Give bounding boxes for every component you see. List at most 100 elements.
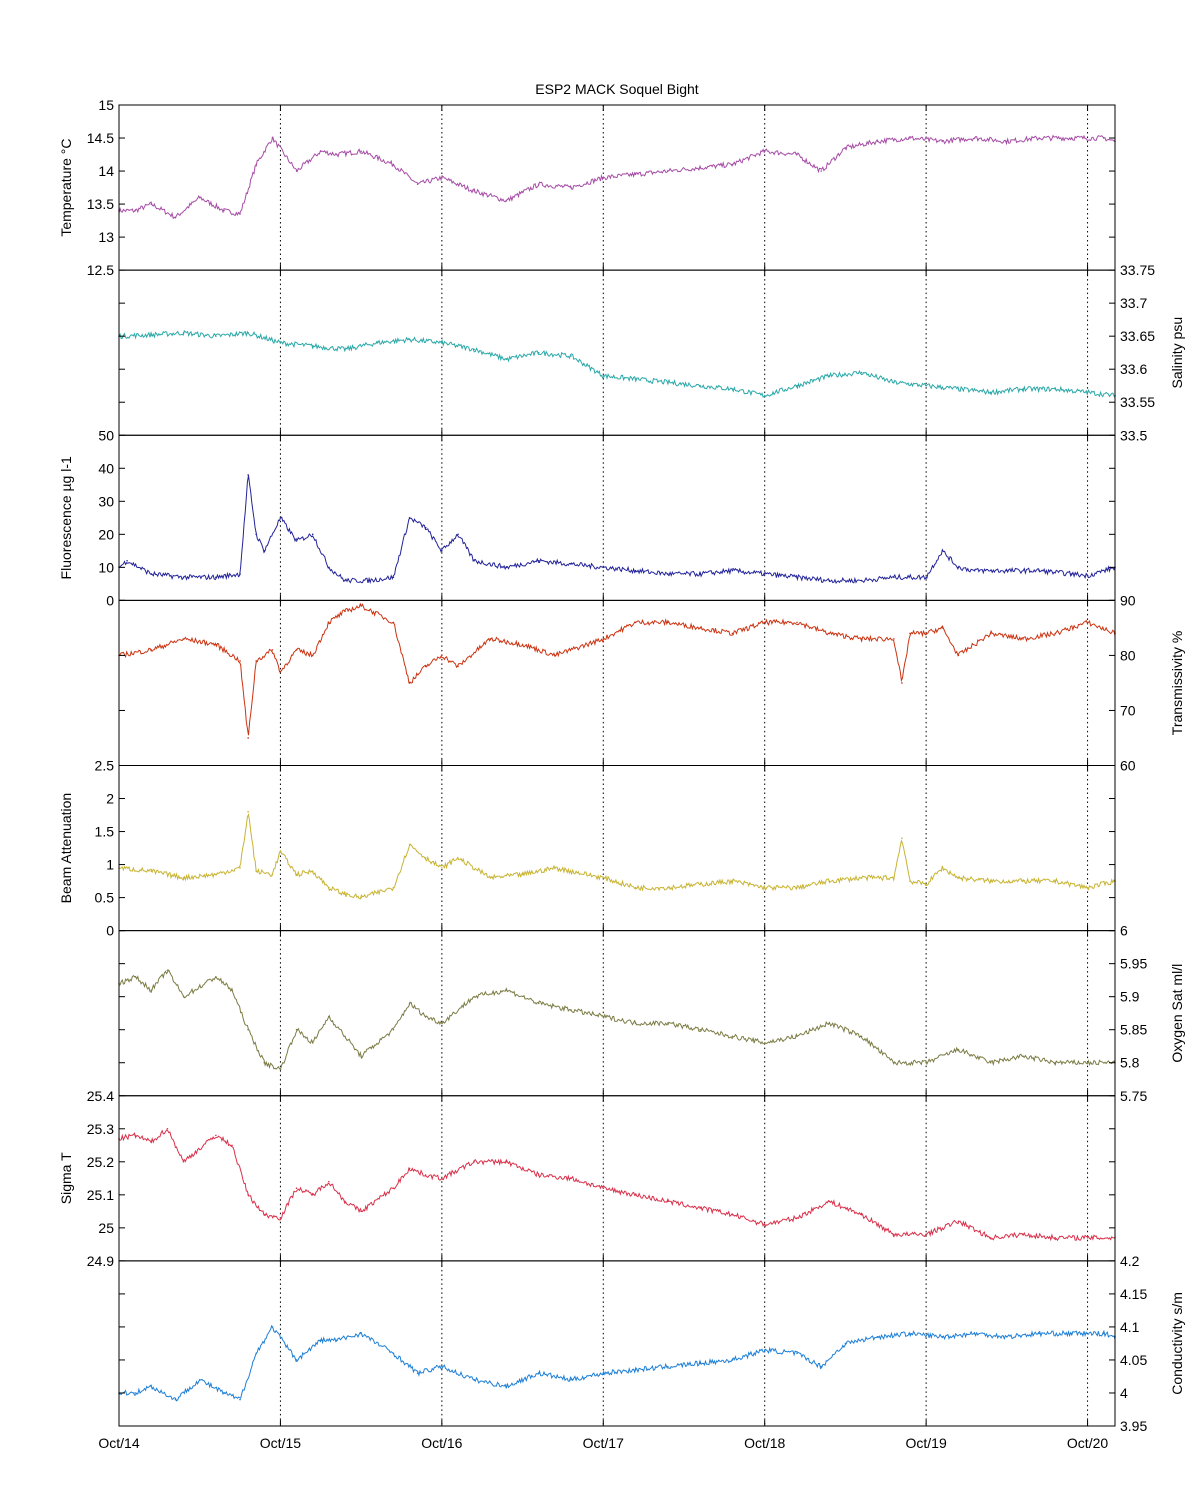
data-point: [828, 880, 831, 882]
data-point: [279, 850, 282, 853]
y-tick-label: 33.6: [1120, 361, 1147, 377]
data-point: [731, 388, 734, 390]
data-point: [473, 190, 475, 192]
y-axis-label-beam_attenuation: Beam Attenuation: [58, 793, 74, 904]
y-tick-label: 70: [1120, 702, 1136, 718]
data-point: [602, 1015, 605, 1018]
data-point: [182, 638, 185, 640]
data-point: [392, 1187, 395, 1190]
y-boundary-label: 5.75: [1120, 1088, 1147, 1104]
data-point: [796, 886, 798, 889]
data-point: [392, 886, 395, 889]
data-point: [441, 550, 443, 552]
data-point: [957, 654, 960, 657]
data-point: [731, 880, 734, 882]
y-tick-label: 13: [98, 229, 114, 245]
data-point: [1022, 638, 1024, 640]
data-point: [311, 1042, 314, 1044]
panel-sigma_t: 25 25.1 25.2 25.3 25.4 24.9 Sigma T: [58, 1088, 1116, 1269]
data-point: [570, 1177, 572, 1180]
data-point: [667, 381, 669, 384]
series-line-transmissivity: [118, 602, 1116, 736]
series-line-oxygen: [118, 969, 1116, 1070]
data-point: [279, 671, 282, 673]
data-point: [150, 1141, 153, 1143]
y-tick-label: 14: [98, 163, 114, 179]
data-point: [634, 378, 637, 380]
data-point: [416, 183, 419, 186]
data-point: [602, 176, 605, 179]
data-point: [295, 540, 298, 542]
data-point: [408, 1002, 411, 1005]
panel-beam_attenuation: 0 0.5 1 1.5 2 2.5 Beam Attenuation: [58, 758, 1116, 939]
data-point: [973, 569, 976, 572]
data-point: [457, 857, 459, 859]
panel-transmissivity: 60 70 80 90 Transmissivity %: [118, 592, 1185, 774]
data-point: [521, 873, 524, 876]
data-point: [901, 682, 903, 684]
data-point: [796, 153, 798, 156]
data-point: [634, 1369, 637, 1371]
y-tick-label: 25.1: [87, 1187, 114, 1203]
data-point: [239, 573, 241, 575]
data-point: [957, 1220, 960, 1223]
x-tick-label: Oct/18: [744, 1435, 785, 1451]
data-point: [860, 579, 863, 582]
data-point: [925, 632, 927, 635]
data-point: [150, 649, 153, 651]
data-point: [537, 183, 540, 186]
data-point: [537, 1002, 540, 1005]
series-line-salinity: [118, 329, 1116, 399]
data-point: [537, 1372, 540, 1374]
data-point: [634, 569, 637, 572]
data-point: [424, 1015, 427, 1018]
y-tick-label: 4.2: [1120, 1253, 1140, 1269]
y-tick-label: 80: [1120, 647, 1136, 663]
data-point: [731, 163, 734, 166]
data-point: [1086, 391, 1089, 394]
data-point: [505, 566, 508, 569]
x-tick-label: Oct/15: [260, 1435, 301, 1451]
data-point: [198, 1378, 201, 1381]
data-point: [328, 1180, 330, 1183]
data-point: [570, 1378, 572, 1381]
data-point: [441, 654, 443, 657]
data-point: [408, 517, 411, 519]
y-tick-label: 4: [1120, 1385, 1128, 1401]
data-point: [319, 150, 322, 153]
y-tick-label: 15: [98, 97, 114, 113]
data-point: [763, 394, 766, 397]
data-point: [392, 576, 395, 579]
data-point: [699, 627, 701, 629]
data-point: [957, 876, 960, 879]
data-point: [231, 989, 233, 991]
data-point: [941, 1336, 944, 1338]
data-point: [699, 384, 701, 387]
x-tick-label: Oct/19: [906, 1435, 947, 1451]
data-point: [860, 1035, 863, 1038]
y-tick-label: 2: [106, 791, 114, 807]
data-point: [336, 153, 338, 156]
data-point: [295, 649, 298, 651]
data-point: [368, 579, 371, 582]
data-point: [667, 170, 669, 172]
chart-title: ESP2 MACK Soquel Bight: [535, 81, 699, 97]
data-point: [328, 566, 330, 569]
data-point: [441, 176, 443, 179]
data-point: [215, 976, 217, 978]
data-point: [731, 632, 734, 635]
data-point: [239, 660, 241, 662]
x-tick-label: Oct/16: [421, 1435, 462, 1451]
data-point: [441, 341, 443, 344]
y-boundary-label: 2.5: [95, 758, 115, 774]
data-point: [957, 388, 960, 390]
data-point: [699, 1207, 701, 1209]
series-line-conductivity: [118, 1324, 1116, 1402]
y-tick-label: 33.65: [1120, 328, 1155, 344]
y-tick-label: 60: [1120, 758, 1136, 774]
data-point: [182, 332, 185, 334]
data-point: [215, 576, 217, 579]
y-tick-label: 1.5: [95, 824, 115, 840]
y-tick-label: 3.95: [1120, 1418, 1147, 1434]
data-point: [134, 209, 136, 212]
